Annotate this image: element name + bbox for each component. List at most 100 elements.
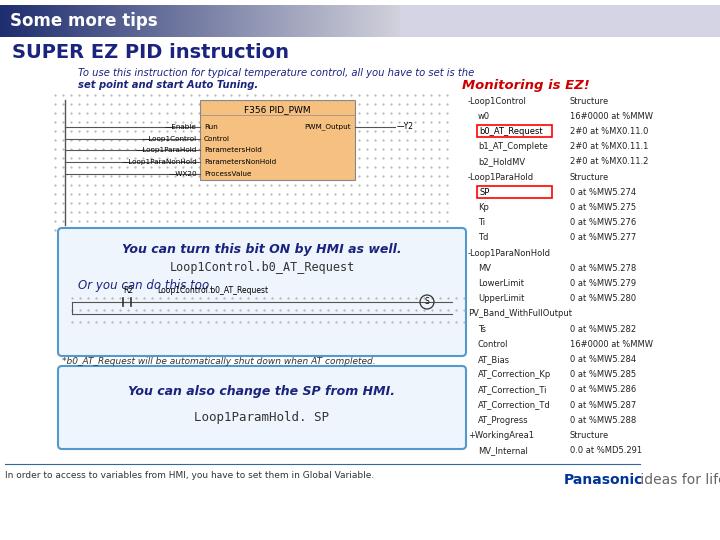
Bar [335,5,336,37]
Bar [76,5,77,37]
Bar [399,5,400,37]
Bar [635,5,636,37]
Bar [123,5,124,37]
Bar [499,5,500,37]
Bar [652,5,653,37]
Bar [411,5,412,37]
Bar [248,5,249,37]
Bar [155,5,156,37]
Bar [419,5,420,37]
Bar [647,5,648,37]
Bar [211,5,212,37]
Bar [234,5,235,37]
Text: PWM_Output: PWM_Output [305,124,351,130]
Bar [531,5,532,37]
Bar [683,5,684,37]
Bar [297,5,298,37]
Text: Or you can do this too.: Or you can do this too. [78,280,213,293]
Bar [400,5,401,37]
Bar [532,5,533,37]
Bar [216,5,217,37]
Bar [371,5,372,37]
Bar [681,5,682,37]
Bar [3,5,4,37]
Bar [623,5,624,37]
Bar [283,5,284,37]
Bar [256,5,257,37]
Bar [109,5,110,37]
Bar [430,5,431,37]
Bar [575,5,576,37]
Bar [387,5,388,37]
Bar [12,5,13,37]
Bar [131,5,132,37]
Bar [378,5,379,37]
Bar [82,5,83,37]
Bar [452,5,453,37]
Bar [241,5,242,37]
Bar [590,5,591,37]
Bar [284,5,285,37]
Bar [477,5,478,37]
Bar [285,5,286,37]
Bar [695,5,696,37]
Text: Ts: Ts [478,325,486,334]
Bar [549,5,550,37]
Bar [51,5,52,37]
Bar [550,5,551,37]
Text: 16#0000 at %MMW: 16#0000 at %MMW [570,340,653,349]
Bar [83,5,84,37]
Bar [43,5,44,37]
Bar [21,5,22,37]
Bar [629,5,630,37]
Bar [696,5,697,37]
Text: MV: MV [478,264,491,273]
Bar [276,5,277,37]
Bar [539,5,540,37]
Bar [72,5,73,37]
Bar [397,5,398,37]
Bar [16,5,17,37]
Bar [674,5,675,37]
Bar [355,5,356,37]
Bar [712,5,713,37]
Text: AT_Correction_Ti: AT_Correction_Ti [478,386,547,394]
Bar [186,5,187,37]
Bar [357,5,358,37]
Bar [685,5,686,37]
Bar [197,5,198,37]
Bar [697,5,698,37]
Bar [53,5,54,37]
Bar [147,5,148,37]
Bar [641,5,642,37]
Bar [177,5,178,37]
Bar [150,5,151,37]
Bar [588,5,589,37]
Text: Kp: Kp [478,203,489,212]
Bar [291,5,292,37]
Bar [714,5,715,37]
Bar [391,5,392,37]
Bar [57,5,58,37]
Bar [227,5,228,37]
Bar [39,5,40,37]
Bar [686,5,687,37]
Text: —WX20: —WX20 [168,171,197,177]
Bar [442,5,443,37]
Bar [11,5,12,37]
Bar [475,5,476,37]
Bar [157,5,158,37]
Bar [546,5,547,37]
Bar [416,5,417,37]
Bar [410,5,411,37]
Bar [200,5,201,37]
Bar [329,5,330,37]
Bar [77,5,78,37]
Text: In order to access to variables from HMI, you have to set them in Global Variabl: In order to access to variables from HMI… [5,471,374,481]
Bar [586,5,587,37]
Bar [462,5,463,37]
Bar [58,5,59,37]
Bar [122,5,123,37]
Bar [47,5,48,37]
Bar [49,5,50,37]
